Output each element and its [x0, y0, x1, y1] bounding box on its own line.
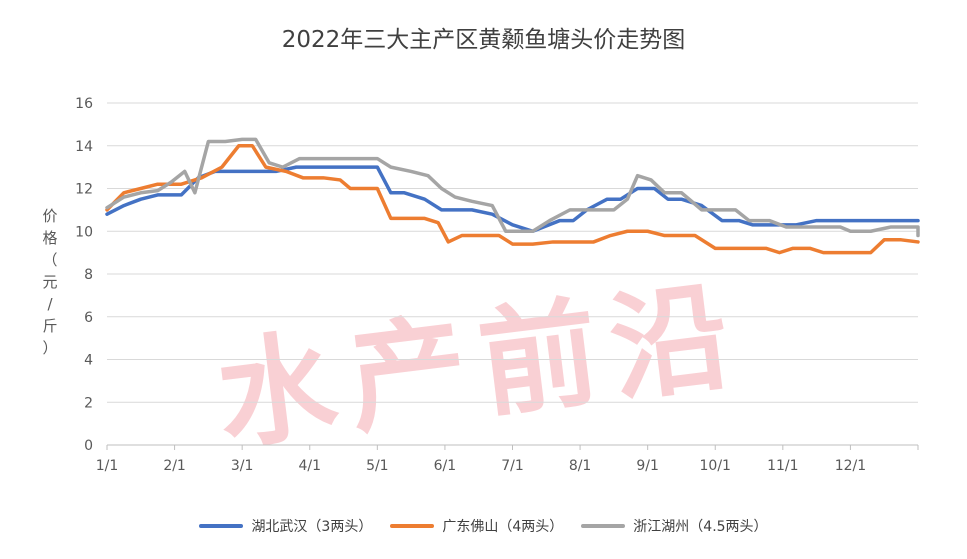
legend-item-2: 广东佛山（4两头） [390, 516, 563, 536]
legend-item-1: 湖北武汉（3两头） [199, 516, 372, 536]
grid-lines [107, 102, 918, 403]
legend-label: 广东佛山（4两头） [442, 519, 564, 535]
y-axis-label-char: 斤 [42, 317, 58, 335]
y-axis-label: 价格 （ 元 / 斤 ） [38, 205, 62, 359]
y-tick-label: 12 [75, 182, 93, 198]
series-line-1 [105, 165, 920, 233]
series-lines [105, 137, 920, 255]
y-tick-label: 6 [84, 310, 93, 326]
x-tick-label: 8/1 [569, 458, 592, 474]
x-tick-label: 10/1 [700, 458, 731, 474]
legend: 湖北武汉（3两头） 广东佛山（4两头） 浙江湖州（4.5两头） [0, 516, 967, 536]
y-axis-label-char: 元 [42, 273, 58, 291]
x-tick-label: 3/1 [231, 458, 254, 474]
y-axis-label-char: / [47, 295, 53, 313]
x-tick-label: 6/1 [434, 458, 457, 474]
x-tick-label: 2/1 [163, 458, 186, 474]
x-tick-label: 4/1 [298, 458, 321, 474]
y-axis-label-char: ） [42, 339, 58, 357]
legend-swatch [199, 524, 244, 528]
x-tick-label: 12/1 [835, 458, 866, 474]
legend-label: 浙江湖州（4.5两头） [633, 519, 768, 535]
series-line-2 [105, 144, 920, 255]
y-tick-label: 14 [75, 139, 93, 155]
legend-swatch [390, 524, 435, 528]
legend-swatch [581, 524, 626, 528]
y-axis-label-char: （ [42, 251, 58, 269]
y-tick-label: 2 [84, 395, 93, 411]
x-tick-label: 1/1 [96, 458, 119, 474]
axes: 0 2 4 6 8 10 12 14 16 1/1 2/1 3/1 4/1 5/1 6/1 7/1 8/1 9/1… [75, 96, 919, 474]
y-tick-label: 8 [84, 267, 93, 283]
x-tick-label: 7/1 [501, 458, 524, 474]
legend-label: 湖北武汉（3两头） [251, 519, 373, 535]
y-tick-label: 4 [84, 353, 93, 369]
y-tick-label: 10 [75, 224, 93, 240]
legend-item-3: 浙江湖州（4.5两头） [581, 516, 768, 536]
chart-title: 2022年三大主产区黄颡鱼塘头价走势图 [281, 27, 686, 53]
y-axis-label-char: 价 [42, 207, 58, 225]
y-tick-label: 0 [84, 438, 93, 454]
x-tick-label: 11/1 [767, 458, 798, 474]
x-tick-label: 5/1 [366, 458, 389, 474]
x-tick-label: 9/1 [636, 458, 659, 474]
series-line-3 [105, 137, 920, 238]
y-axis-label-char: 格 [42, 229, 58, 247]
y-tick-label: 16 [75, 96, 93, 112]
